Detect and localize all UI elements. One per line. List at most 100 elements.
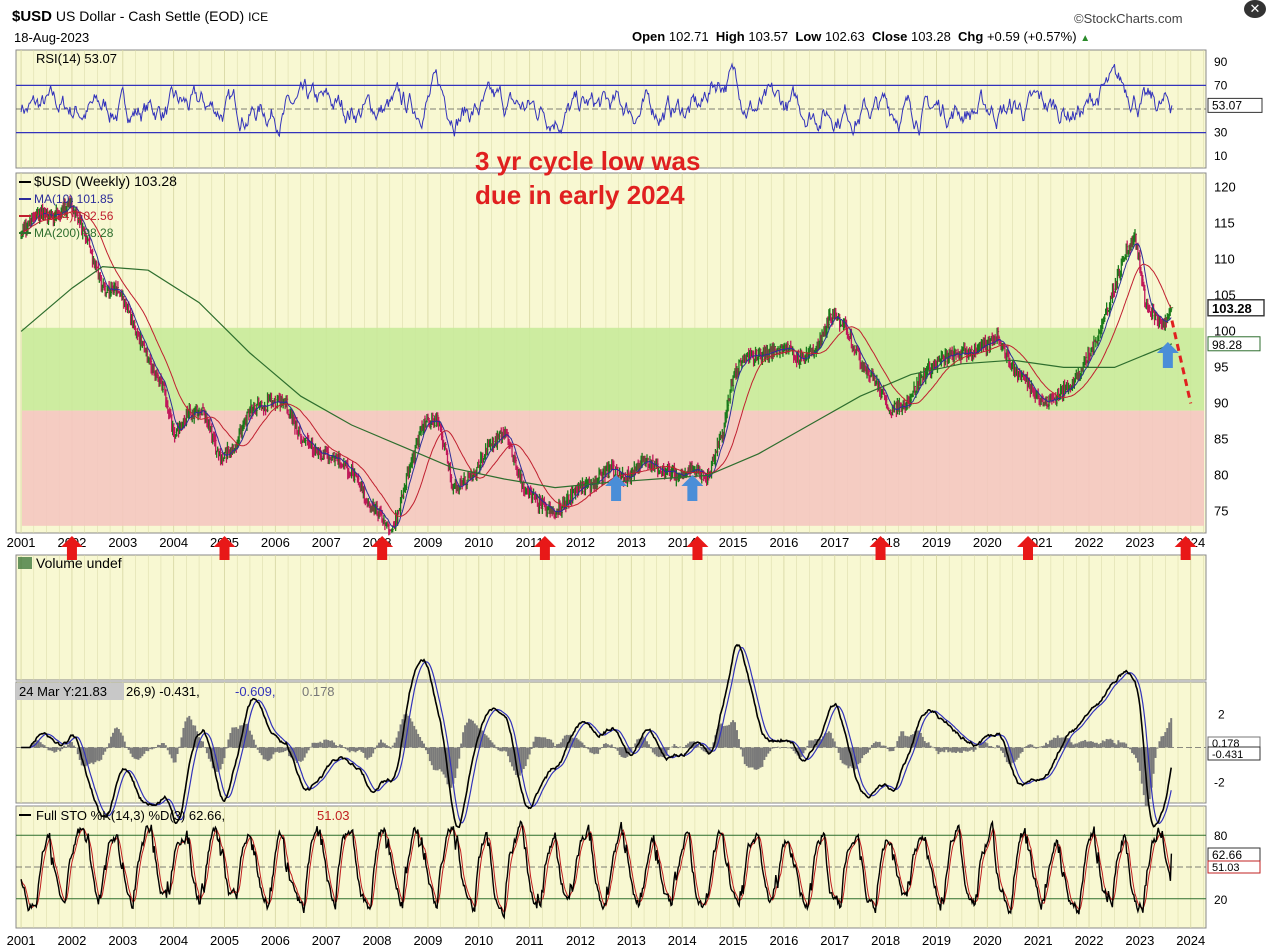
close-label: Close	[872, 29, 908, 44]
volume-icon	[18, 557, 32, 569]
x-axis-label-top: 2015	[719, 535, 748, 550]
sto-tick-label: 80	[1214, 829, 1228, 843]
x-axis-label-top: 2023	[1125, 535, 1154, 550]
cycle-low-arrow	[60, 536, 83, 560]
x-axis-label-bottom: 2001	[7, 933, 36, 948]
cycle-low-arrow	[533, 536, 556, 560]
x-axis-label-top: 2009	[413, 535, 442, 550]
cycle-low-arrow	[213, 536, 236, 560]
ma200-line	[20, 265, 1173, 489]
macd-line	[21, 643, 1172, 829]
exchange: ICE	[248, 10, 269, 24]
macd-tick-label: -2	[1214, 776, 1225, 790]
x-axis-label-bottom: 2012	[566, 933, 595, 948]
close-value-tag	[1207, 299, 1265, 317]
chg-label: Chg	[958, 29, 984, 44]
low-value: 102.63	[825, 29, 865, 44]
price-tick-label: 105	[1214, 287, 1236, 302]
blue-arrow	[1156, 342, 1179, 368]
annotation-line-2: due in early 2024	[475, 180, 685, 210]
x-axis-label-bottom: 2015	[719, 933, 748, 948]
x-axis-label-top: 2003	[108, 535, 137, 550]
x-axis-label-top: 2006	[261, 535, 290, 550]
zone-green	[22, 327, 1204, 411]
close-window-icon[interactable]: ✕	[1244, 0, 1266, 18]
price-legend-entry: $USD (Weekly) 103.28	[34, 173, 177, 189]
x-axis-label-top: 2007	[312, 535, 341, 550]
macd-tick-label: 2	[1218, 708, 1225, 722]
ohlc-line: Open 102.71 High 103.57 Low 102.63 Close…	[632, 29, 1090, 44]
x-axis-label-top: 2020	[973, 535, 1002, 550]
x-axis-label-bottom: 2007	[312, 933, 341, 948]
rsi-value-tag	[1207, 97, 1263, 113]
x-axis-label-bottom: 2023	[1125, 933, 1154, 948]
price-tick-label: 85	[1214, 431, 1228, 446]
macd-label-prefix: 24 Mar Y:21.83	[19, 684, 107, 699]
price-tick-label: 75	[1214, 503, 1228, 518]
header-title: $USD US Dollar - Cash Settle (EOD) ICE	[12, 8, 268, 25]
cycle-low-arrow	[686, 536, 709, 560]
macd-value-tag-text: -0.431	[1212, 749, 1243, 761]
macd-signal-line	[21, 646, 1172, 825]
price-tick-label: 95	[1214, 359, 1228, 374]
x-axis-label-bottom: 2004	[159, 933, 188, 948]
instrument-name: US Dollar - Cash Settle (EOD)	[55, 8, 245, 24]
x-axis-label-top: 2016	[769, 535, 798, 550]
close-value: 103.28	[911, 29, 951, 44]
rsi-tick-label: 10	[1214, 149, 1228, 163]
x-axis-label-bottom: 2016	[769, 933, 798, 948]
sto-d-tag-text: 51.03	[1212, 862, 1240, 874]
price-legend-entry: MA(200) 98.28	[34, 226, 114, 240]
cycle-low-arrow	[1174, 536, 1197, 560]
price-bar	[1170, 307, 1174, 313]
macd-signal-value: -0.609,	[235, 684, 275, 699]
x-axis-label-bottom: 2022	[1075, 933, 1104, 948]
x-axis-label-bottom: 2005	[210, 933, 239, 948]
rsi-line	[20, 62, 1173, 138]
blue-arrow	[605, 475, 628, 501]
ma34-line	[20, 211, 1172, 517]
x-axis-label-top: 2013	[617, 535, 646, 550]
high-value: 103.57	[748, 29, 789, 44]
price-legend-entry: MA(10) 101.85	[34, 192, 114, 206]
macd-histogram	[29, 713, 1173, 807]
x-axis-label-bottom: 2008	[363, 933, 392, 948]
price-tick-label: 90	[1214, 395, 1228, 410]
rsi-tick-label: 70	[1214, 78, 1228, 92]
x-axis-label-bottom: 2013	[617, 933, 646, 948]
high-label: High	[715, 29, 745, 44]
sto-d-tag	[1207, 860, 1261, 874]
x-axis-label-bottom: 2017	[820, 933, 849, 948]
panel-vol	[15, 554, 1207, 681]
price-tick-label: 110	[1214, 251, 1235, 266]
cycle-low-arrow	[1017, 536, 1040, 560]
ma200-value-tag	[1207, 336, 1261, 352]
x-axis-label-bottom: 2006	[261, 933, 290, 948]
sto-d-value: 51.03	[317, 808, 350, 823]
x-axis-label-top: 2019	[922, 535, 951, 550]
macd-hist-value: 0.178	[302, 684, 335, 699]
open-label: Open	[632, 29, 666, 44]
x-axis-label-bottom: 2002	[57, 933, 86, 948]
sto-label: Full STO %K(14,3) %D(3) 62.66,	[36, 808, 225, 823]
x-axis-label-top: 2001	[7, 535, 36, 550]
x-axis-label-bottom: 2014	[668, 933, 697, 948]
price-legend-entry: MA(34) 102.56	[34, 209, 114, 223]
macd-label-prefix-bg	[16, 683, 124, 700]
sto-k-line	[20, 819, 1173, 920]
chg-value: +0.59 (+0.57%)	[986, 29, 1077, 44]
sto-d-line	[20, 824, 1172, 914]
x-axis-label-top: 2004	[159, 535, 188, 550]
cycle-low-arrow	[371, 536, 394, 560]
volume-label: Volume undef	[36, 555, 122, 571]
price-tick-label: 115	[1214, 215, 1235, 230]
x-axis-label-top: 2022	[1075, 535, 1104, 550]
x-axis-label-bottom: 2011	[516, 933, 544, 948]
cycle-low-arrow	[869, 536, 892, 560]
watermark: ©StockCharts.com	[1074, 11, 1183, 26]
annotation-line-1: 3 yr cycle low was	[475, 146, 701, 176]
macd-value-tag	[1207, 746, 1261, 761]
x-axis-label-bottom: 2024	[1176, 933, 1205, 948]
